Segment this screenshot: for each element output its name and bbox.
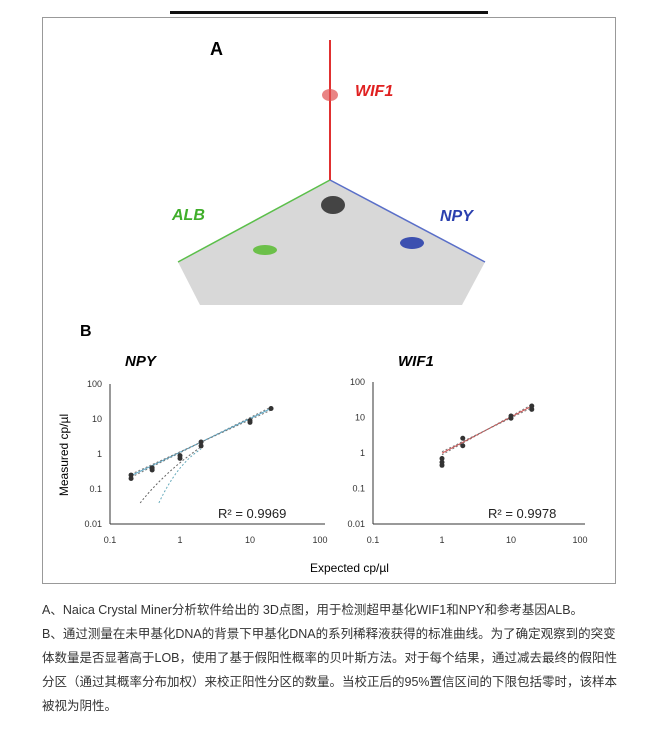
data-point (508, 413, 514, 419)
x-axis-label: Expected cp/µl (310, 561, 389, 575)
y-tick-label: 1 (97, 449, 102, 459)
x-tick-label: 0.1 (367, 535, 380, 545)
figure-frame (42, 17, 616, 584)
chart-title: WIF1 (398, 353, 434, 370)
lob-curve (139, 446, 202, 504)
x-tick-label: 100 (312, 535, 327, 545)
data-point (529, 403, 535, 409)
x-tick-label: 1 (177, 535, 182, 545)
npy-label: NPY (440, 208, 474, 225)
x-tick-label: 100 (572, 535, 587, 545)
data-point (439, 459, 445, 465)
data-point (198, 443, 204, 449)
top-divider (170, 11, 488, 14)
data-point (149, 465, 155, 471)
x-tick-label: 1 (439, 535, 444, 545)
y-tick-label: 0.1 (352, 484, 365, 494)
fit-line (441, 407, 532, 453)
y-tick-label: 100 (350, 377, 365, 387)
3d-floor (178, 180, 485, 305)
npy-axis (329, 179, 486, 263)
y-tick-label: 1 (360, 448, 365, 458)
data-point (198, 439, 204, 445)
panel-a-label: A (210, 39, 223, 59)
npy-cluster (400, 237, 424, 249)
data-point (177, 453, 183, 459)
caption: A、Naica Crystal Miner分析软件给出的 3D点图，用于检测超甲… (42, 598, 622, 718)
data-point (460, 435, 466, 441)
x-tick-label: 10 (245, 535, 255, 545)
y-tick-label: 0.01 (84, 519, 102, 529)
data-point (439, 455, 445, 461)
y-tick-label: 10 (92, 414, 102, 424)
negative-cluster (321, 196, 345, 214)
caption-a: A、Naica Crystal Miner分析软件给出的 3D点图，用于检测超甲… (42, 603, 584, 617)
alb-label: ALB (171, 207, 205, 224)
alb-cluster (253, 245, 277, 255)
r-squared-annotation: R² = 0.9969 (218, 506, 286, 521)
y-tick-label: 0.01 (347, 519, 365, 529)
fit-line (441, 404, 533, 456)
y-axis-label: Measured cp/µl (57, 414, 71, 496)
y-tick-label: 100 (87, 379, 102, 389)
alb-axis (177, 179, 331, 263)
data-point (268, 405, 274, 411)
y-tick-label: 0.1 (89, 484, 102, 494)
x-tick-label: 10 (506, 535, 516, 545)
chart-title: NPY (125, 353, 158, 370)
panel-b-label: B (80, 323, 92, 340)
data-point (460, 443, 466, 449)
data-point (128, 472, 134, 478)
data-point (247, 418, 253, 424)
y-tick-label: 10 (355, 413, 365, 423)
wif1-cluster (322, 89, 338, 101)
fit-line (441, 405, 533, 454)
wif1-label: WIF1 (355, 83, 393, 100)
r-squared-annotation: R² = 0.9978 (488, 506, 556, 521)
caption-b: B、通过测量在未甲基化DNA的背景下甲基化DNA的系列稀释液获得的标准曲线。为了… (42, 627, 618, 713)
x-tick-label: 0.1 (104, 535, 117, 545)
